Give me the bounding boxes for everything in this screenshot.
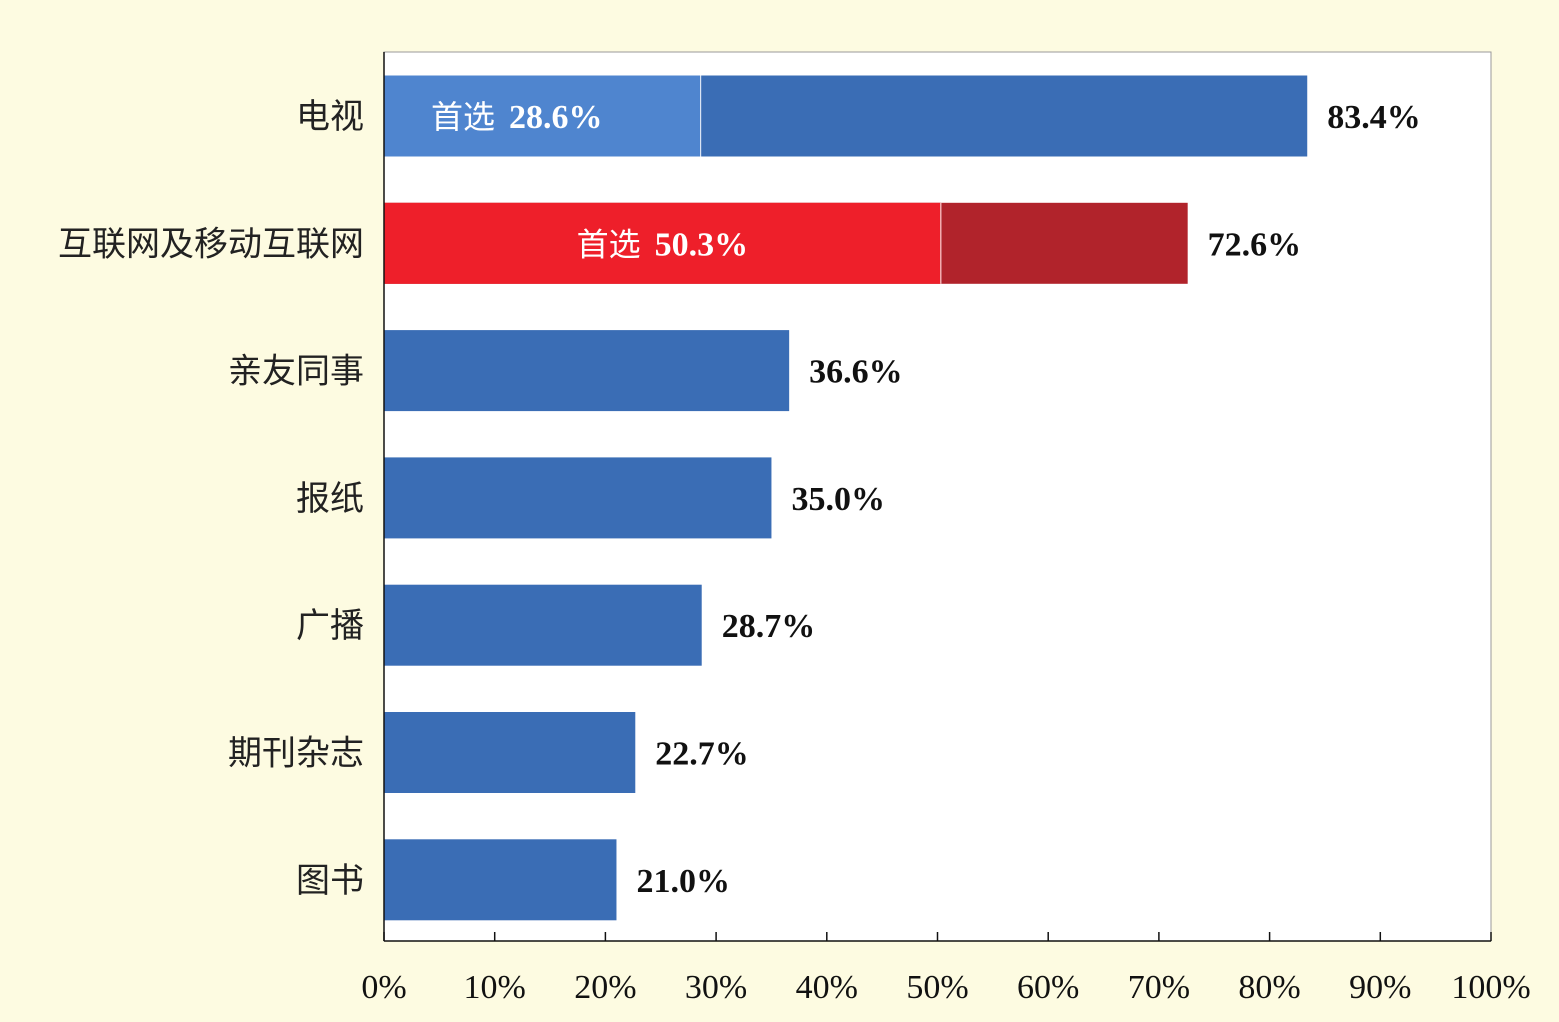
x-tick-label-6: 60% xyxy=(1017,969,1079,1006)
bar-1-first-choice xyxy=(384,202,941,284)
x-tick-label-3: 30% xyxy=(685,969,747,1006)
x-tick-label-10: 100% xyxy=(1451,969,1530,1006)
value-label-5: 22.7% xyxy=(655,736,749,773)
bars-layer xyxy=(384,75,1308,921)
category-label-0: 电视 xyxy=(296,97,364,137)
category-label-4: 广播 xyxy=(296,606,364,646)
value-label-6: 21.0% xyxy=(636,863,730,900)
x-tick-label-5: 50% xyxy=(906,969,968,1006)
x-tick-label-7: 70% xyxy=(1128,969,1190,1006)
bar-1-first-choice-label: 首选 50.3% xyxy=(577,225,749,263)
value-label-4: 28.7% xyxy=(722,608,816,645)
bar-0-first-choice-label: 首选 28.6% xyxy=(431,98,603,136)
labels-layer: 首选 28.6% 电视 83.4% 首选 50.3% 互联网及移动互联网 72.6% 亲友同事 3… xyxy=(58,97,1421,901)
x-axis: 0% 10% 20% 30% 40% 50% 60% 70% 80% 90% 100% xyxy=(361,52,1531,1006)
bar-6 xyxy=(384,839,617,921)
value-label-3: 35.0% xyxy=(791,481,885,518)
x-tick-label-9: 90% xyxy=(1349,969,1411,1006)
category-label-2: 亲友同事 xyxy=(228,352,364,392)
bar-0-first-choice xyxy=(384,75,701,157)
category-label-6: 图书 xyxy=(296,861,364,901)
x-tick-label-8: 80% xyxy=(1238,969,1300,1006)
value-label-0: 83.4% xyxy=(1327,99,1421,136)
x-tick-label-2: 20% xyxy=(574,969,636,1006)
x-tick-label-4: 40% xyxy=(796,969,858,1006)
category-label-5: 期刊杂志 xyxy=(228,734,364,774)
category-label-1: 互联网及移动互联网 xyxy=(58,224,364,264)
x-tick-label-0: 0% xyxy=(361,969,406,1006)
bar-4 xyxy=(384,584,702,666)
bar-5 xyxy=(384,712,636,793)
value-label-2: 36.6% xyxy=(809,354,903,391)
x-tick-label-1: 10% xyxy=(464,969,526,1006)
category-label-3: 报纸 xyxy=(296,479,364,519)
bar-2 xyxy=(384,330,790,412)
value-label-1: 72.6% xyxy=(1208,226,1302,263)
bar-3 xyxy=(384,457,772,539)
